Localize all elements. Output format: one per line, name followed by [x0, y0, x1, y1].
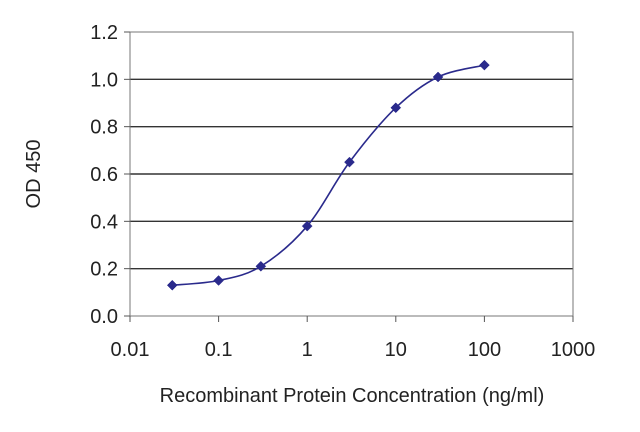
y-tick-label: 0.4 [90, 211, 118, 233]
data-point-marker [255, 260, 267, 272]
y-tick-label: 0.8 [90, 117, 118, 139]
x-tick-label: 10 [385, 339, 407, 361]
series-line [172, 64, 485, 287]
y-tick-label: 1.2 [90, 22, 118, 44]
x-axis-ticks: 0.01 0.1 1 10 100 1000 [111, 316, 596, 361]
y-tick-label: 0.6 [90, 164, 118, 186]
gridlines [130, 78, 573, 270]
data-point-marker [166, 279, 178, 291]
x-tick-label: 1 [302, 339, 313, 361]
x-axis-label: Recombinant Protein Concentration (ng/ml… [160, 385, 545, 407]
data-point-marker [344, 156, 355, 168]
data-point-marker [301, 220, 313, 232]
x-tick-label: 0.1 [205, 339, 233, 361]
x-tick-label: 1000 [551, 339, 596, 361]
y-tick-label: 1.0 [90, 69, 118, 91]
data-point-marker [213, 275, 224, 286]
y-tick-label: 0.0 [90, 306, 118, 328]
x-tick-label: 100 [468, 339, 501, 361]
data-point-marker [432, 71, 444, 83]
y-axis-ticks: 0.0 0.2 0.4 0.6 0.8 1.0 1.2 [90, 22, 130, 328]
series-layer [166, 59, 490, 291]
y-axis-label: OD 450 [23, 140, 45, 209]
data-point-marker [390, 102, 402, 114]
data-point-marker [479, 59, 490, 71]
x-tick-label: 0.01 [111, 339, 150, 361]
y-tick-label: 0.2 [90, 259, 118, 281]
